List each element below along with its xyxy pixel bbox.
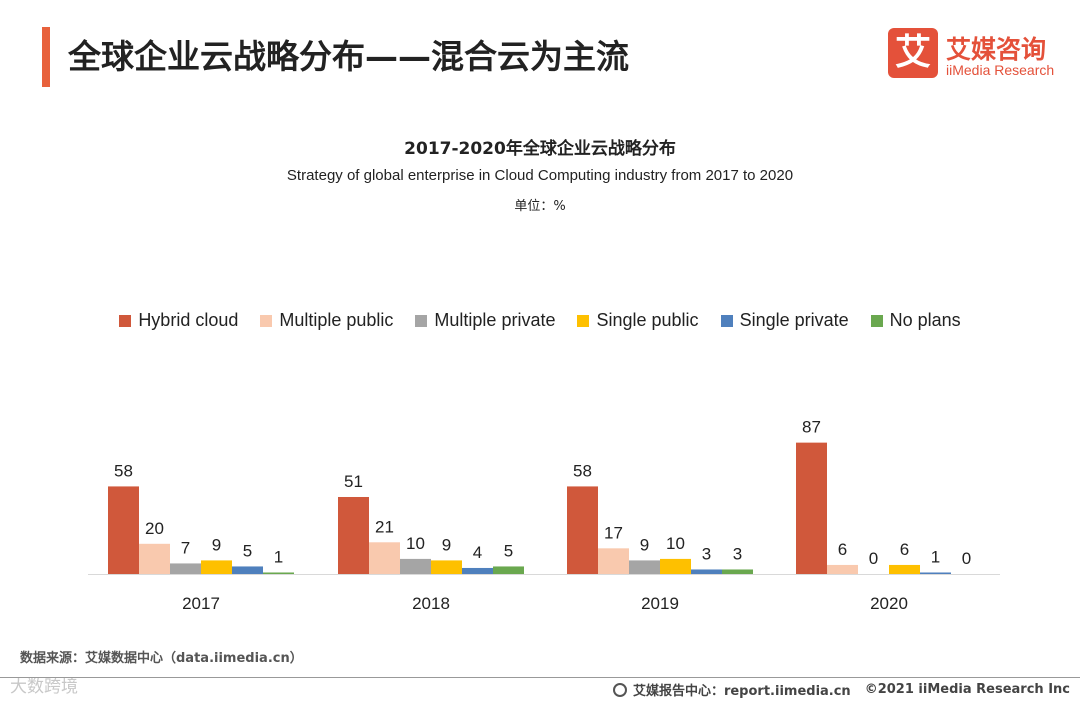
legend-label: Single private xyxy=(739,310,849,330)
bar xyxy=(889,564,920,574)
logo-en-text: iiMedia Research xyxy=(946,62,1055,78)
legend-label: Hybrid cloud xyxy=(138,310,239,330)
legend-swatch xyxy=(119,314,132,327)
legend-label: Multiple private xyxy=(434,310,556,330)
x-tick-label: 2017 xyxy=(182,594,220,613)
data-label: 1 xyxy=(274,547,283,566)
footer: 艾媒报告中心：report.iimedia.cn ©2021 iiMedia R… xyxy=(612,680,1070,699)
chart-title: 2017-2020年全球企业云战略分布 xyxy=(404,139,676,159)
x-tick-label: 2018 xyxy=(412,594,450,613)
data-label: 9 xyxy=(442,535,451,554)
iimedia-logo: 艾 艾媒咨询 iiMedia Research xyxy=(888,28,1068,84)
bar xyxy=(431,560,462,574)
footer-copyright: ©2021 iiMedia Research Inc xyxy=(864,682,1070,697)
bar xyxy=(660,558,691,574)
data-label: 5 xyxy=(243,541,252,560)
legend-item: Single private xyxy=(720,310,849,331)
data-label: 1 xyxy=(931,547,940,566)
data-label: 10 xyxy=(666,534,685,553)
legend-label: No plans xyxy=(889,310,961,330)
data-label: 3 xyxy=(733,544,742,563)
legend-swatch xyxy=(720,314,733,327)
data-source: 数据来源：艾媒数据中心（data.iimedia.cn） xyxy=(20,651,303,666)
data-label: 3 xyxy=(702,544,711,563)
footer-report: 艾媒报告中心：report.iimedia.cn xyxy=(632,684,851,699)
data-label: 0 xyxy=(869,549,878,568)
x-tick-label: 2019 xyxy=(641,594,679,613)
chart-subtitle: Strategy of global enterprise in Cloud C… xyxy=(286,167,794,184)
bar xyxy=(691,569,722,574)
bar xyxy=(722,569,753,574)
legend-swatch xyxy=(577,314,590,327)
chart-legend: Hybrid cloud Multiple public Multiple priv… xyxy=(0,310,1080,331)
bar xyxy=(139,543,170,574)
data-label: 0 xyxy=(962,549,971,568)
legend-item: No plans xyxy=(870,310,961,331)
bar xyxy=(263,572,294,574)
x-tick-label: 2020 xyxy=(870,594,908,613)
legend-swatch xyxy=(260,314,273,327)
data-label: 9 xyxy=(640,535,649,554)
logo-mark: 艾 xyxy=(888,28,938,78)
bar xyxy=(827,564,858,574)
data-label: 20 xyxy=(145,519,164,538)
watermark: 大数跨境 xyxy=(10,677,78,697)
bar xyxy=(920,572,951,574)
logo-cn-text: 艾媒咨询 xyxy=(946,35,1047,64)
bar xyxy=(232,566,263,574)
globe-icon xyxy=(612,682,627,697)
page-title: 全球企业云战略分布——混合云为主流 xyxy=(68,37,629,76)
bar xyxy=(201,560,232,574)
legend-item: Multiple private xyxy=(415,310,555,331)
bar xyxy=(338,496,369,574)
legend-item: Multiple public xyxy=(260,310,393,331)
bar xyxy=(567,486,598,574)
data-label: 4 xyxy=(473,543,482,562)
legend-label: Single public xyxy=(596,310,699,330)
legend-swatch xyxy=(870,314,883,327)
legend-swatch xyxy=(415,314,428,327)
data-label: 58 xyxy=(573,461,592,480)
data-label: 58 xyxy=(114,461,133,480)
bar xyxy=(796,442,827,574)
data-label: 7 xyxy=(181,538,190,557)
bar xyxy=(598,548,629,574)
bar xyxy=(629,560,660,574)
bar xyxy=(493,566,524,574)
footer-divider xyxy=(0,677,1080,678)
data-label: 6 xyxy=(900,540,909,559)
data-label: 9 xyxy=(212,535,221,554)
legend-item: Single public xyxy=(577,310,699,331)
data-label: 17 xyxy=(604,523,623,542)
title-accent-bar xyxy=(42,27,50,87)
bar xyxy=(170,563,201,574)
bar xyxy=(369,542,400,574)
data-label: 87 xyxy=(802,418,821,437)
bar xyxy=(462,567,493,574)
legend-label: Multiple public xyxy=(279,310,394,330)
bar xyxy=(400,558,431,574)
data-label: 51 xyxy=(344,472,363,491)
legend-item: Hybrid cloud xyxy=(119,310,238,331)
data-label: 6 xyxy=(838,540,847,559)
bar xyxy=(108,486,139,574)
data-label: 5 xyxy=(504,541,513,560)
data-label: 21 xyxy=(375,517,394,536)
data-label: 10 xyxy=(406,534,425,553)
chart-unit: 单位：% xyxy=(514,199,566,214)
